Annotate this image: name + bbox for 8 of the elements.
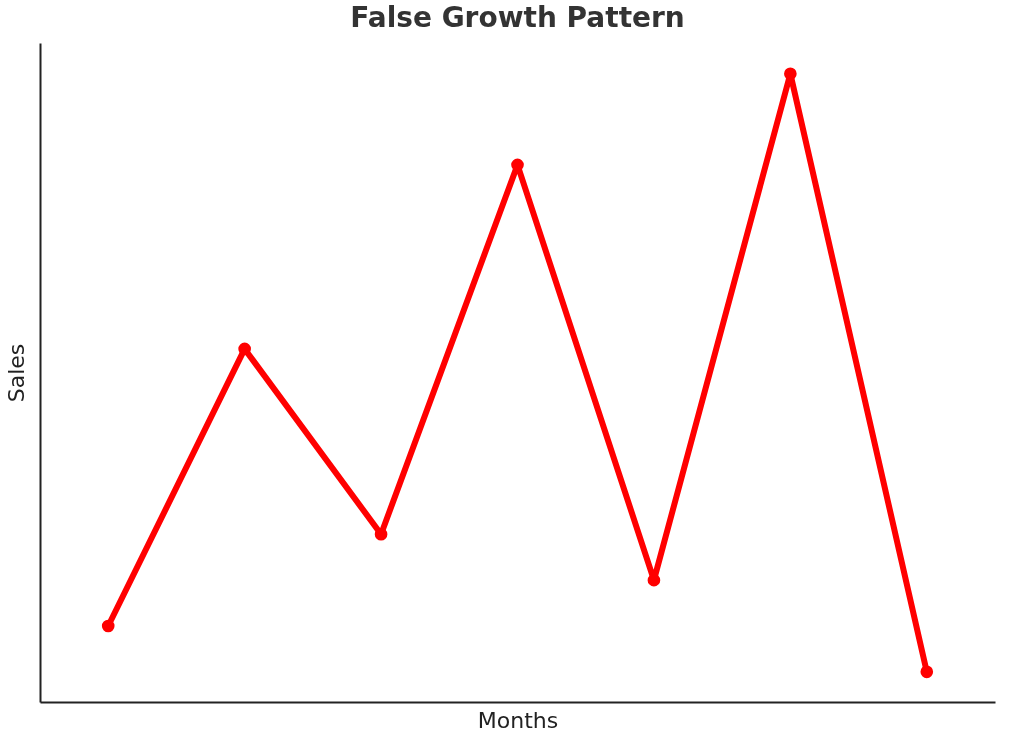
point xyxy=(238,342,251,356)
chart-title: False Growth Pattern xyxy=(350,1,685,34)
point xyxy=(647,573,661,587)
point xyxy=(101,619,115,633)
point xyxy=(920,665,934,679)
y-axis-title: Sales xyxy=(3,343,29,403)
point xyxy=(784,67,797,81)
x-axis-title: Months xyxy=(477,707,559,733)
